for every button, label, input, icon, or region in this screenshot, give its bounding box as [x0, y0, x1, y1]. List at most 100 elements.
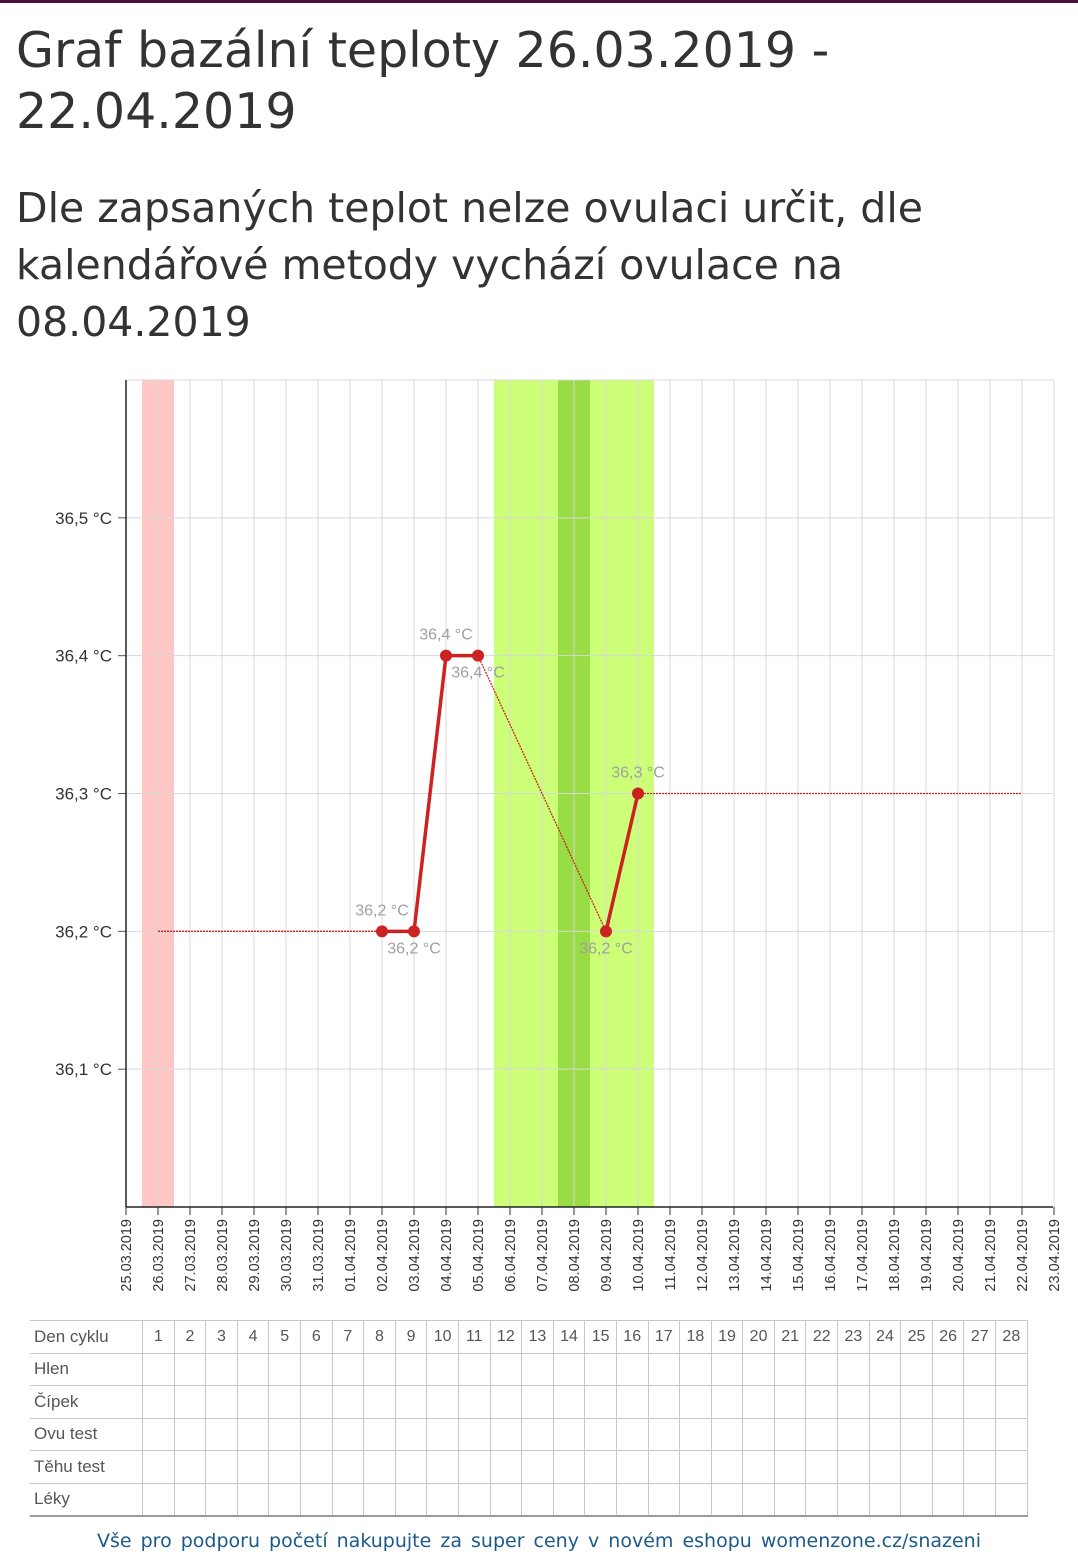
table-cell: [837, 1385, 870, 1419]
table-cell: [710, 1450, 744, 1484]
table-cell: [394, 1450, 428, 1484]
table-cell: [299, 1482, 333, 1517]
table-row-label: Hlen: [30, 1352, 143, 1386]
x-tick-label: 05.04.2019: [471, 1219, 487, 1292]
cycle-day-number: 18: [679, 1320, 712, 1354]
table-cell: [236, 1417, 270, 1451]
table-row-label: Čípek: [30, 1385, 143, 1419]
table-cell: [426, 1482, 459, 1517]
cycle-day-number: 10: [426, 1320, 459, 1354]
table-cell: [963, 1417, 997, 1451]
x-tick-label: 09.04.2019: [599, 1219, 615, 1292]
projected-temperature-line: [477, 655, 607, 932]
table-cell: [173, 1482, 207, 1517]
table-cell: [742, 1482, 775, 1517]
x-tick-label: 16.04.2019: [823, 1219, 839, 1292]
table-cell: [995, 1482, 1028, 1517]
table-cell: [868, 1417, 902, 1451]
cycle-day-number: 26: [931, 1320, 965, 1354]
x-tick-label: 01.04.2019: [343, 1219, 359, 1292]
cycle-day-number: 17: [647, 1320, 681, 1354]
table-cell: [552, 1482, 586, 1517]
table-cell: [963, 1385, 997, 1419]
cycle-day-number: 23: [837, 1320, 870, 1354]
table-cell: [142, 1385, 175, 1419]
table-cell: [710, 1385, 744, 1419]
table-cell: [394, 1352, 428, 1386]
table-row-label: Těhu test: [30, 1450, 143, 1484]
cycle-day-number: 22: [805, 1320, 839, 1354]
table-cell: [394, 1385, 428, 1419]
table-cell: [142, 1352, 175, 1386]
table-cell: [837, 1417, 870, 1451]
table-cell: [773, 1482, 807, 1517]
x-tick-label: 28.03.2019: [215, 1219, 231, 1292]
x-tick-label: 02.04.2019: [375, 1219, 391, 1292]
table-cell: [331, 1482, 365, 1517]
table-cell: [363, 1352, 396, 1386]
table-cell: [426, 1385, 459, 1419]
table-cell: [679, 1417, 712, 1451]
x-tick-label: 07.04.2019: [535, 1219, 551, 1292]
cycle-day-number: 2: [173, 1320, 207, 1354]
table-cell: [710, 1352, 744, 1386]
table-cell: [394, 1482, 428, 1517]
table-row: Ovu test: [30, 1417, 1028, 1451]
cycle-day-number: 1: [142, 1320, 175, 1354]
table-cell: [837, 1352, 870, 1386]
cycle-day-number: 14: [552, 1320, 586, 1354]
table-cell: [931, 1352, 965, 1386]
table-cell: [521, 1385, 554, 1419]
table-cell: [552, 1385, 586, 1419]
x-tick-label: 14.04.2019: [759, 1219, 775, 1292]
table-cell: [647, 1417, 681, 1451]
table-cell: [837, 1482, 870, 1517]
table-cell: [742, 1352, 775, 1386]
table-cell: [331, 1417, 365, 1451]
x-tick-label: 13.04.2019: [727, 1219, 743, 1292]
temperature-point-label: 36,2 °C: [579, 940, 633, 957]
x-tick-label: 04.04.2019: [439, 1219, 455, 1292]
table-cell: [805, 1482, 839, 1517]
table-cell: [931, 1450, 965, 1484]
table-cell: [584, 1417, 617, 1451]
table-cell: [299, 1450, 333, 1484]
table-cell: [236, 1450, 270, 1484]
cycle-day-number: 13: [521, 1320, 554, 1354]
cycle-day-number: 19: [710, 1320, 744, 1354]
temperature-point: [632, 787, 644, 800]
temperature-point-label: 36,3 °C: [611, 765, 665, 782]
table-cell: [679, 1450, 712, 1484]
table-cell: [805, 1417, 839, 1451]
table-cell: [868, 1482, 902, 1517]
table-cell: [931, 1482, 965, 1517]
table-cell: [900, 1352, 933, 1386]
table-cell: [837, 1450, 870, 1484]
table-cell: [679, 1482, 712, 1517]
x-tick-label: 30.03.2019: [279, 1219, 295, 1292]
table-cell: [268, 1417, 301, 1451]
table-cell: [457, 1450, 491, 1484]
table-cell: [331, 1450, 365, 1484]
table-cell: [805, 1385, 839, 1419]
table-cell: [236, 1482, 270, 1517]
eshop-promo-link[interactable]: Vše pro podporu početí nakupujte za supe…: [96, 1530, 981, 1552]
x-tick-label: 23.04.2019: [1047, 1219, 1063, 1292]
table-cell: [457, 1482, 491, 1517]
cycle-day-number: 9: [394, 1320, 428, 1354]
y-tick-label: 36,3 °C: [55, 785, 112, 804]
table-row: Čípek: [30, 1385, 1028, 1419]
table-cell: [236, 1385, 270, 1419]
x-tick-label: 17.04.2019: [855, 1219, 871, 1292]
table-cell: [615, 1385, 649, 1419]
table-cell: [679, 1352, 712, 1386]
x-tick-label: 10.04.2019: [631, 1219, 647, 1292]
table-cell: [773, 1385, 807, 1419]
temperature-line-segment: [412, 653, 448, 934]
x-tick-label: 25.03.2019: [119, 1219, 135, 1292]
table-cell: [615, 1352, 649, 1386]
table-cell: [805, 1450, 839, 1484]
x-tick-label: 15.04.2019: [791, 1219, 807, 1292]
table-cell: [552, 1417, 586, 1451]
table-cell: [552, 1352, 586, 1386]
